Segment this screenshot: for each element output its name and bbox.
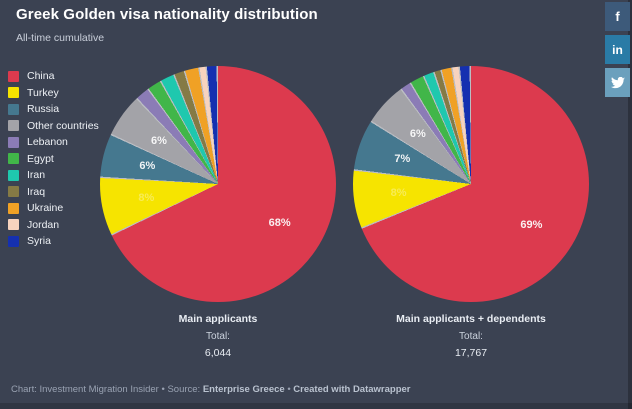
legend-item: Egypt — [8, 151, 99, 168]
legend-label: Turkey — [27, 86, 59, 99]
legend-label: Ukraine — [27, 202, 64, 215]
chart-footer-attribution: Chart: Investment Migration Insider • So… — [11, 384, 411, 395]
window-right-edge — [628, 0, 632, 409]
facebook-share-button[interactable]: f — [605, 2, 630, 31]
pie-caption-title: Main applicants + dependents — [396, 313, 546, 325]
legend-label: China — [27, 70, 55, 83]
pie-total-value: 6,044 — [204, 347, 232, 359]
pie-caption: Main applicants Total: 6,044 — [100, 313, 336, 359]
slice-label-other-countries: 6% — [150, 135, 167, 148]
linkedin-share-button[interactable]: in — [605, 35, 630, 64]
legend-swatch — [8, 136, 19, 148]
pie-caption-title: Main applicants — [178, 313, 258, 325]
legend-label: Iraq — [27, 185, 46, 198]
legend-swatch — [8, 186, 19, 198]
legend-label: Jordan — [27, 218, 60, 231]
legend-item: Ukraine — [8, 200, 99, 217]
footer-text: • — [284, 384, 294, 395]
legend-label: Egypt — [27, 152, 54, 165]
slice-label-turkey: 8% — [390, 187, 407, 200]
legend-item: Lebanon — [8, 134, 99, 151]
chart-title: Greek Golden visa nationality distributi… — [16, 6, 318, 23]
legend-item: Other countries — [8, 118, 99, 135]
footer-text: Chart: Investment Migration Insider • So… — [11, 384, 203, 395]
legend-swatch — [8, 103, 19, 115]
legend-swatch — [8, 219, 19, 231]
pie-total-label: Total: — [206, 331, 230, 342]
pie-total-label: Total: — [459, 331, 483, 342]
slice-label-russia: 7% — [394, 153, 411, 166]
pie-caption: Main applicants + dependents Total: 17,767 — [353, 313, 589, 359]
chart-legend: China Turkey Russia Other countries Lebanon E… — [8, 68, 99, 250]
footer-link[interactable]: Created with Datawrapper — [293, 384, 411, 395]
legend-label: Russia — [27, 103, 60, 116]
legend-item: Iraq — [8, 184, 99, 201]
pie-column: 68% 8% 6% 6% Main applicants Total: 6,044 — [100, 66, 336, 359]
facebook-icon: f — [615, 9, 620, 24]
legend-label: Other countries — [27, 119, 99, 132]
legend-item: Syria — [8, 233, 99, 250]
legend-swatch — [8, 169, 19, 181]
slice-label-russia: 6% — [139, 159, 156, 172]
legend-label: Syria — [27, 235, 51, 248]
pie-chart-with-dependents: 69% 8% 7% 6% — [353, 66, 589, 302]
twitter-share-button[interactable] — [605, 68, 630, 97]
linkedin-icon: in — [612, 42, 623, 57]
legend-swatch — [8, 87, 19, 99]
window-bottom-edge — [0, 403, 632, 409]
social-share-bar: f in — [605, 2, 630, 101]
legend-item: Turkey — [8, 85, 99, 102]
legend-swatch — [8, 153, 19, 165]
pie-column: 69% 8% 7% 6% Main applicants + dependents Tot… — [353, 66, 589, 359]
legend-label: Iran — [27, 169, 46, 182]
legend-item: Jordan — [8, 217, 99, 234]
twitter-bird-icon — [610, 76, 625, 88]
slice-label-china: 68% — [268, 217, 291, 230]
legend-swatch — [8, 235, 19, 247]
pie-total-value: 17,767 — [454, 347, 488, 359]
legend-swatch — [8, 70, 19, 82]
legend-swatch — [8, 120, 19, 132]
pie-chart-main-applicants: 68% 8% 6% 6% — [100, 66, 336, 302]
legend-swatch — [8, 202, 19, 214]
slice-label-other-countries: 6% — [409, 128, 426, 141]
slice-label-china: 69% — [520, 219, 543, 232]
footer-link[interactable]: Enterprise Greece — [202, 384, 285, 395]
legend-item: China — [8, 68, 99, 85]
slice-label-turkey: 8% — [138, 191, 155, 204]
legend-item: Russia — [8, 101, 99, 118]
legend-item: Iran — [8, 167, 99, 184]
chart-subtitle: All-time cumulative — [16, 32, 105, 44]
legend-label: Lebanon — [27, 136, 68, 149]
